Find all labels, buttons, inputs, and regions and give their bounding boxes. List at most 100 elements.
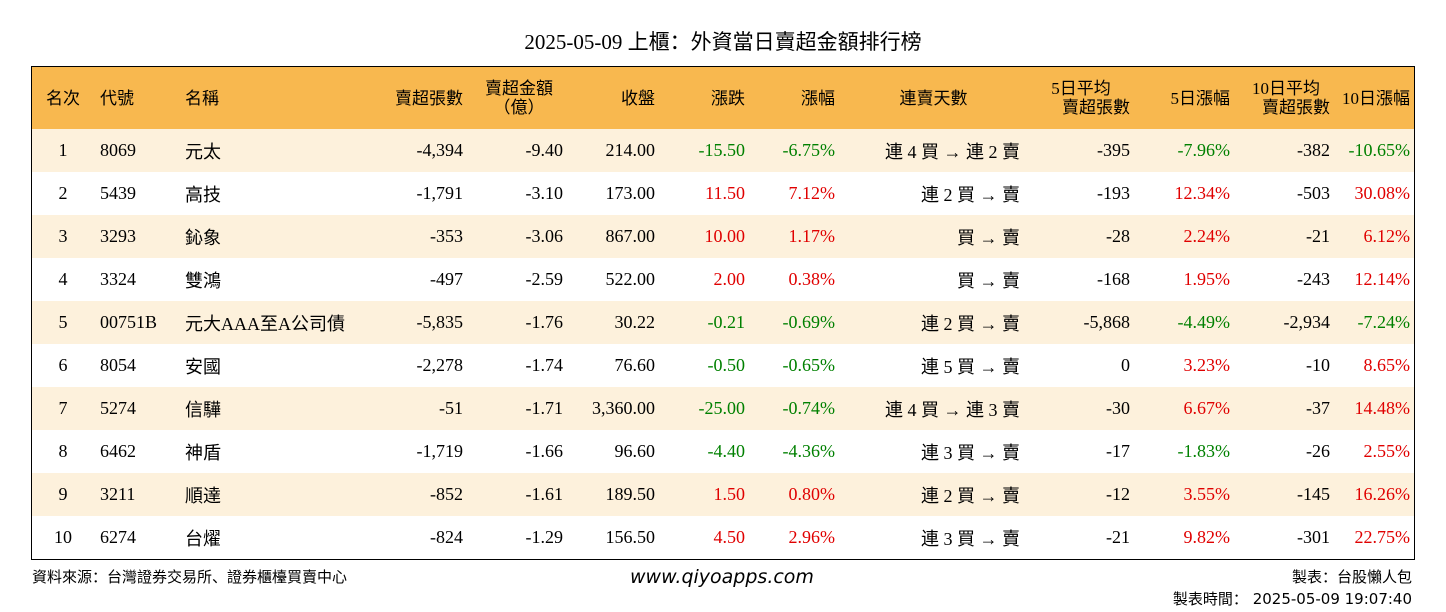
cell-sell-amount: -9.40: [525, 140, 564, 160]
cell-change: -25.00: [698, 398, 746, 418]
cell-pct10: 2.55%: [1363, 441, 1411, 461]
cell-streak: 買 → 賣: [957, 270, 1020, 291]
made-time-label: 製表時間： 2025-05-09 19:07:40: [1172, 590, 1412, 608]
cell-pct5: 3.55%: [1183, 484, 1231, 504]
cell-rank: 4: [58, 269, 68, 289]
cell-sell-amount: -3.06: [525, 226, 564, 246]
cell-rank: 10: [54, 527, 72, 547]
cell-rank: 9: [58, 484, 68, 504]
cell-close: 867.00: [605, 226, 656, 246]
cell-pct5: 1.95%: [1183, 269, 1231, 289]
cell-name: 高技: [185, 184, 221, 205]
cell-change-pct: 7.12%: [788, 183, 836, 203]
cell-code: 3324: [100, 269, 136, 289]
cell-pct10: -7.24%: [1357, 312, 1411, 332]
cell-pct5: 6.67%: [1183, 398, 1231, 418]
cell-name: 元大AAA至A公司債: [185, 313, 345, 334]
cell-name: 雙鴻: [185, 270, 221, 291]
header-change: 漲跌: [711, 88, 745, 108]
cell-change: 4.50: [713, 527, 746, 547]
cell-code: 3293: [100, 226, 136, 246]
cell-change-pct: 0.38%: [788, 269, 836, 289]
maker-label: 製表：台股懶人包: [1291, 568, 1412, 586]
cell-code: 8069: [100, 140, 136, 160]
table-row: 3 3293 鈊象 -353 -3.06 867.00 10.00 1.17% 買 → 賣 -28…: [32, 215, 1414, 258]
cell-rank: 1: [58, 140, 68, 160]
cell-streak: 連 4 買 → 連 3 賣: [885, 399, 1020, 420]
cell-sell-amount: -1.76: [525, 312, 564, 332]
cell-avg5: -193: [1097, 183, 1130, 203]
cell-name: 信驊: [185, 399, 221, 420]
cell-name: 順達: [185, 485, 221, 506]
table-row: 6 8054 安國 -2,278 -1.74 76.60 -0.50 -0.65% 連 5 買 …: [32, 344, 1414, 387]
header-avg5-line2: 賣超張數: [1062, 98, 1130, 117]
cell-sell-amount: -2.59: [525, 269, 564, 289]
cell-close: 522.00: [605, 269, 656, 289]
header-avg10: 10日平均 賣超張數: [1236, 67, 1336, 129]
cell-avg10: -382: [1297, 140, 1330, 160]
header-sell-amount: 賣超金額 （億）: [469, 67, 569, 129]
website-link[interactable]: www.qiyoapps.com: [630, 566, 814, 588]
cell-pct10: 6.12%: [1363, 226, 1411, 246]
cell-close: 30.22: [614, 312, 656, 332]
header-pct5: 5日漲幅: [1170, 88, 1231, 108]
cell-name: 神盾: [185, 442, 221, 463]
cell-streak: 連 2 買 → 賣: [921, 313, 1020, 334]
cell-change-pct: 0.80%: [788, 484, 836, 504]
header-change-pct: 漲幅: [801, 88, 835, 108]
cell-change: -0.21: [707, 312, 746, 332]
cell-pct5: -7.96%: [1177, 140, 1231, 160]
cell-pct5: 2.24%: [1183, 226, 1231, 246]
cell-close: 156.50: [605, 527, 656, 547]
cell-sell-shares: -1,719: [416, 441, 464, 461]
table-row: 10 6274 台燿 -824 -1.29 156.50 4.50 2.96% 連 3 買 → …: [32, 516, 1414, 559]
cell-streak: 連 5 買 → 賣: [921, 356, 1020, 377]
cell-pct5: -4.49%: [1177, 312, 1231, 332]
header-avg5: 5日平均 賣超張數: [1026, 67, 1136, 129]
cell-change-pct: 1.17%: [788, 226, 836, 246]
cell-name: 安國: [185, 356, 221, 377]
cell-streak: 連 4 買 → 連 2 賣: [885, 141, 1020, 162]
cell-change: 11.50: [705, 183, 745, 203]
cell-rank: 7: [58, 398, 68, 418]
cell-sell-amount: -1.71: [525, 398, 564, 418]
cell-avg5: -17: [1106, 441, 1130, 461]
table-header-row: 名次 代號 名稱 賣超張數 賣超金額 （億） 收盤 漲跌 漲幅 連賣天數 5日平…: [32, 67, 1414, 129]
cell-sell-shares: -1,791: [416, 183, 464, 203]
cell-change: 1.50: [713, 484, 746, 504]
cell-avg5: -28: [1106, 226, 1130, 246]
cell-rank: 3: [58, 226, 68, 246]
cell-pct5: 3.23%: [1183, 355, 1231, 375]
cell-avg10: -26: [1306, 441, 1330, 461]
header-name: 名稱: [185, 88, 219, 108]
cell-name: 鈊象: [185, 227, 221, 248]
cell-streak: 連 2 買 → 賣: [921, 485, 1020, 506]
cell-avg5: -395: [1097, 140, 1130, 160]
cell-close: 189.50: [605, 484, 656, 504]
table-row: 1 8069 元太 -4,394 -9.40 214.00 -15.50 -6.75% 連 4 …: [32, 129, 1414, 172]
cell-name: 台燿: [185, 528, 221, 549]
cell-code: 3211: [100, 484, 136, 504]
header-sell-amount-line2: （億）: [493, 98, 545, 117]
cell-pct5: 9.82%: [1183, 527, 1231, 547]
cell-sell-shares: -51: [439, 398, 463, 418]
cell-rank: 5: [58, 312, 68, 332]
cell-close: 3,360.00: [592, 398, 655, 418]
cell-code: 5274: [100, 398, 136, 418]
cell-avg5: -21: [1106, 527, 1130, 547]
header-streak: 連賣天數: [899, 88, 968, 108]
footer-credits: 製表：台股懶人包 製表時間： 2025-05-09 19:07:40: [1173, 566, 1412, 610]
table-row: 2 5439 高技 -1,791 -3.10 173.00 11.50 7.12% 連 2 買 …: [32, 172, 1414, 215]
cell-pct10: 12.14%: [1354, 269, 1411, 289]
cell-close: 76.60: [614, 355, 656, 375]
table-row: 9 3211 順達 -852 -1.61 189.50 1.50 0.80% 連 2 買 → 賣…: [32, 473, 1414, 516]
header-code: 代號: [100, 88, 134, 108]
header-avg5-line1: 5日平均: [1051, 79, 1111, 98]
cell-change-pct: -6.75%: [782, 140, 836, 160]
cell-sell-shares: -824: [430, 527, 463, 547]
data-source-note: 資料來源：台灣證券交易所、證券櫃檯買賣中心: [32, 568, 348, 586]
header-sell-shares: 賣超張數: [395, 88, 463, 108]
cell-pct5: 12.34%: [1174, 183, 1231, 203]
cell-pct10: -10.65%: [1348, 140, 1411, 160]
cell-change-pct: 2.96%: [788, 527, 836, 547]
